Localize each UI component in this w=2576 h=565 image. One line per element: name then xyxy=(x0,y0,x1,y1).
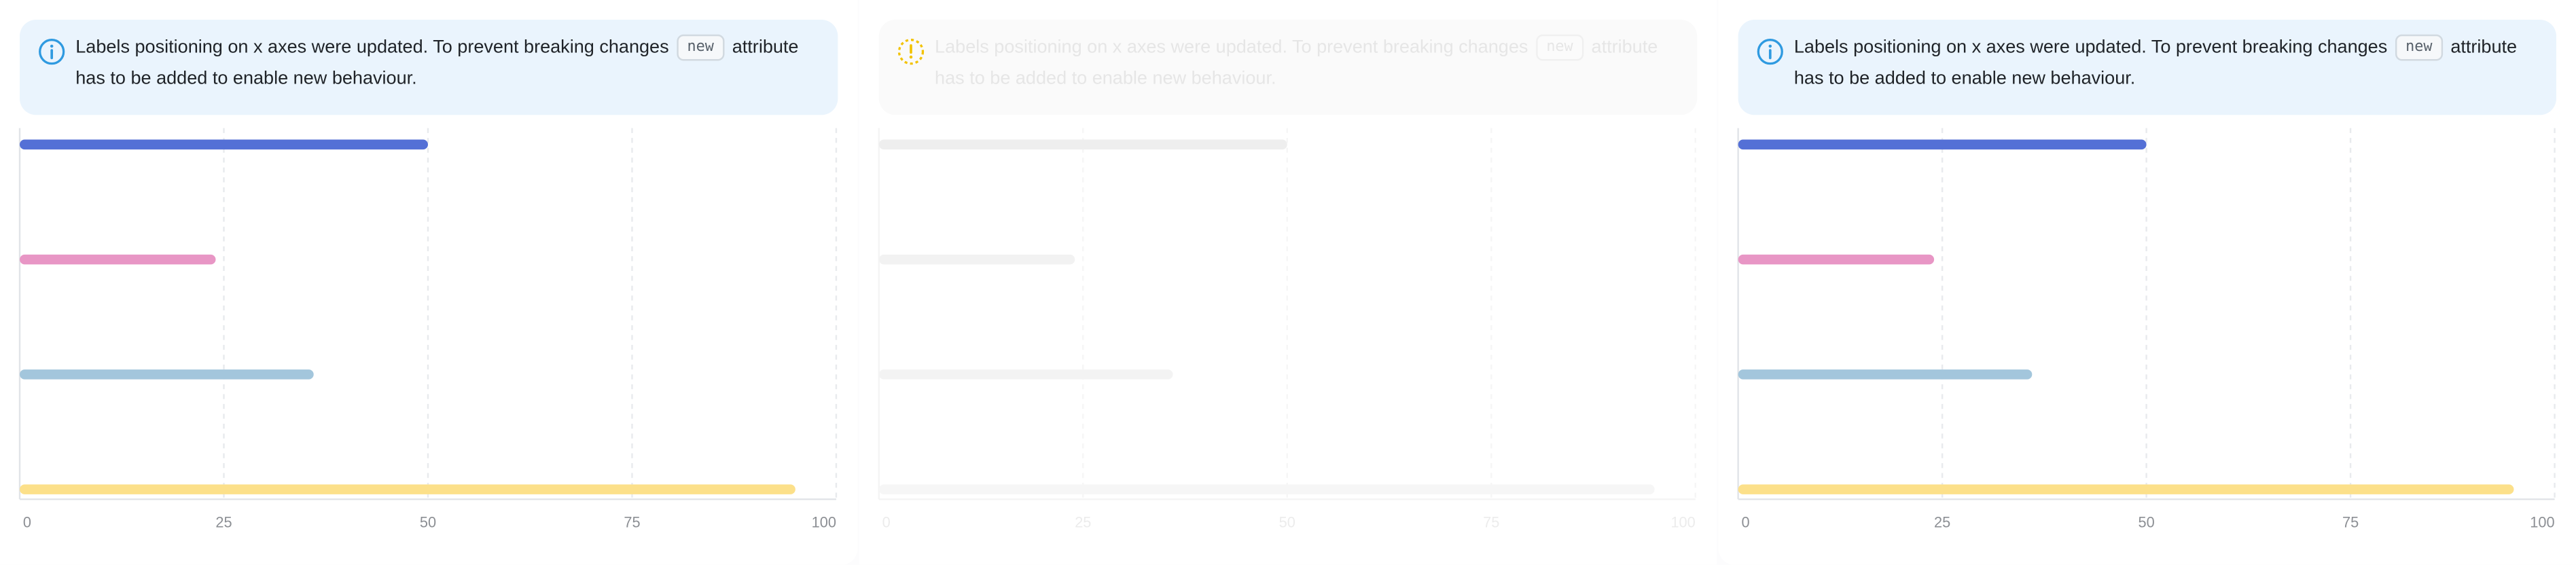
bar[interactable] xyxy=(20,484,795,494)
info-alert: Labels positioning on x axes were update… xyxy=(878,20,1698,115)
x-axis-ticks: 0 25 50 75 100 xyxy=(882,513,1696,530)
x-tick-label: 50 xyxy=(1279,513,1295,530)
x-axis-ticks: 0 25 50 75 100 xyxy=(1741,513,2554,530)
chart-panel-right: Labels positioning on x axes were update… xyxy=(1718,0,2576,565)
bar[interactable] xyxy=(1738,254,1935,265)
x-tick-label: 25 xyxy=(1075,513,1091,530)
bar[interactable] xyxy=(20,369,314,380)
alert-text-before: Labels positioning on x axes were update… xyxy=(935,37,1528,58)
horizontal-bar-chart-skeleton: 0 25 50 75 100 xyxy=(878,128,1696,530)
info-alert: Labels positioning on x axes were update… xyxy=(1738,20,2556,115)
info-icon xyxy=(1757,39,1783,65)
grid-lines xyxy=(1941,128,2556,500)
x-tick-label: 75 xyxy=(624,513,640,530)
x-tick-label: 100 xyxy=(812,513,836,530)
alert-message: Labels positioning on x axes were update… xyxy=(1794,33,2540,95)
x-tick-label: 50 xyxy=(420,513,436,530)
grid-lines xyxy=(223,128,838,500)
x-tick-label: 0 xyxy=(1741,513,1749,530)
alert-message: Labels positioning on x axes were update… xyxy=(75,33,821,95)
x-tick-label: 25 xyxy=(215,513,232,530)
bar[interactable] xyxy=(1738,484,2514,494)
alert-text-before: Labels positioning on x axes were update… xyxy=(75,37,669,58)
bar[interactable] xyxy=(20,254,216,265)
x-tick-label: 100 xyxy=(1670,513,1695,530)
grid-lines xyxy=(1082,128,1696,500)
bar[interactable] xyxy=(878,139,1287,150)
x-tick-label: 75 xyxy=(2342,513,2359,530)
loading-spinner-icon xyxy=(897,39,925,65)
horizontal-bar-chart: 0 25 50 75 100 xyxy=(18,128,838,530)
chart-panel-middle: Labels positioning on x axes were update… xyxy=(859,0,1717,565)
code-chip-new: new xyxy=(1536,34,1584,61)
code-chip-new: new xyxy=(2395,34,2442,61)
bar[interactable] xyxy=(1738,369,2033,380)
x-axis-ticks: 0 25 50 75 100 xyxy=(23,513,836,530)
bar[interactable] xyxy=(878,254,1075,265)
horizontal-bar-chart: 0 25 50 75 100 xyxy=(1737,128,2556,530)
bar[interactable] xyxy=(1738,139,2147,150)
bars xyxy=(1738,139,2514,494)
x-tick-label: 100 xyxy=(2530,513,2554,530)
info-alert: Labels positioning on x axes were update… xyxy=(20,20,838,115)
x-tick-label: 25 xyxy=(1934,513,1950,530)
bar[interactable] xyxy=(20,139,428,150)
bars xyxy=(20,139,795,494)
bar[interactable] xyxy=(878,484,1655,494)
code-chip-new: new xyxy=(677,34,724,61)
alert-text-after: attribute has to be added to enable new … xyxy=(1793,37,2518,89)
x-tick-label: 75 xyxy=(1483,513,1499,530)
info-icon xyxy=(39,39,65,65)
alert-message: Labels positioning on x axes were update… xyxy=(935,33,1681,95)
x-tick-label: 0 xyxy=(882,513,891,530)
chart-panel-left: Labels positioning on x axes were update… xyxy=(0,0,858,565)
alert-text-before: Labels positioning on x axes were update… xyxy=(1793,37,2388,58)
alert-text-after: attribute has to be added to enable new … xyxy=(935,37,1658,89)
bar[interactable] xyxy=(878,369,1173,380)
x-tick-label: 0 xyxy=(23,513,31,530)
x-tick-label: 50 xyxy=(2138,513,2154,530)
bars xyxy=(878,139,1655,494)
alert-text-after: attribute has to be added to enable new … xyxy=(75,37,799,89)
